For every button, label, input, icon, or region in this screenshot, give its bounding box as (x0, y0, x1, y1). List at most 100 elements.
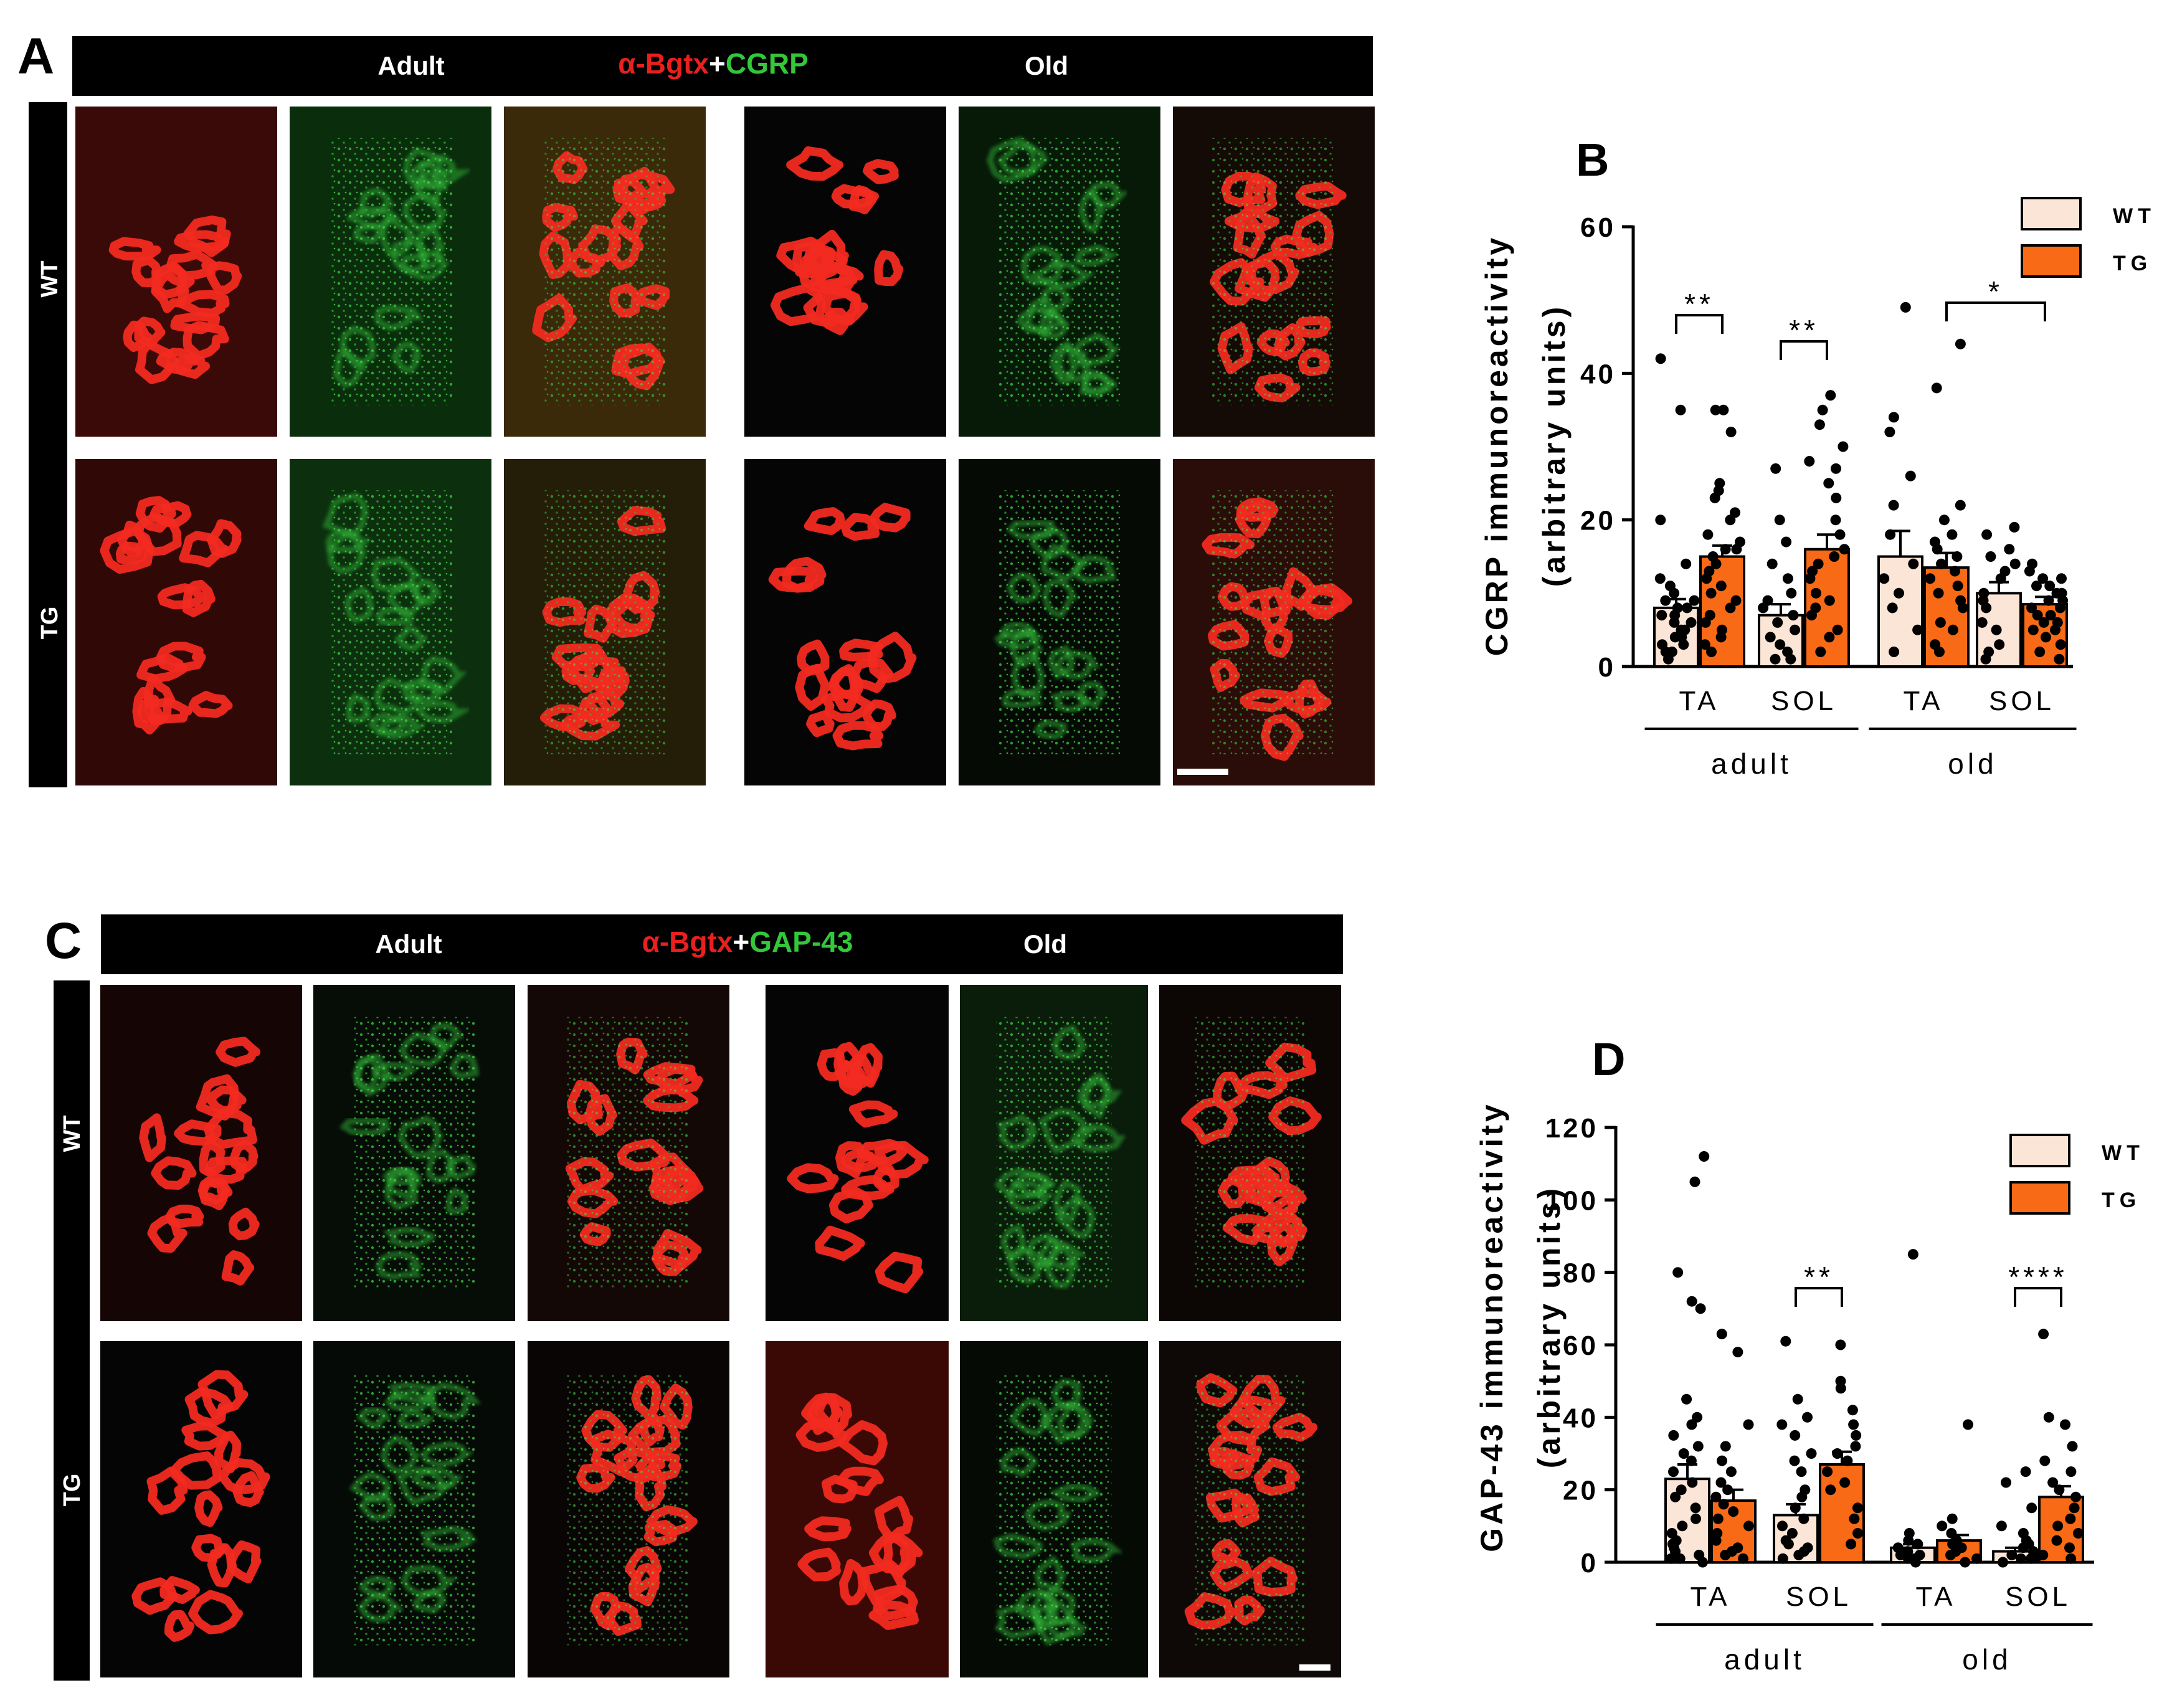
panel-a-title-plus: + (709, 47, 726, 80)
data-point (1712, 1513, 1724, 1524)
data-point (1669, 587, 1680, 599)
panel-c-stain-title: α-Bgtx+GAP-43 (642, 926, 853, 958)
data-point (1695, 1303, 1706, 1314)
data-point (1715, 581, 1727, 592)
panel-c-row-wt: WT (59, 1115, 85, 1152)
y-tick-label: 40 (1580, 359, 1616, 389)
data-point (1686, 1296, 1697, 1307)
data-point (1710, 1535, 1722, 1546)
data-point (1789, 1455, 1800, 1466)
micrograph-a-11 (1169, 455, 1378, 789)
data-point (2038, 617, 2049, 628)
data-point (1765, 632, 1776, 643)
data-point (1817, 404, 1828, 415)
y-tick-label: 20 (1563, 1476, 1598, 1506)
x-tick-label: TA (1691, 1582, 1731, 1612)
micrograph-c-11 (1155, 1337, 1345, 1681)
data-point (1832, 624, 1843, 635)
data-point (1947, 624, 1958, 635)
data-point (1832, 1448, 1843, 1459)
group-label: adult (1724, 1643, 1805, 1676)
micrograph-c-5 (1155, 981, 1345, 1325)
data-point (1888, 500, 1899, 511)
panel-c-letter: C (45, 913, 82, 969)
data-point (2051, 587, 2062, 599)
panel-c-micrographs (97, 981, 1345, 1681)
micrograph-a-2 (500, 103, 709, 440)
data-point (2055, 639, 2066, 650)
data-point (1682, 602, 1692, 614)
data-point (1885, 529, 1896, 540)
data-point (1677, 1521, 1688, 1532)
data-point (1697, 1557, 1708, 1568)
data-point (2051, 1535, 2062, 1546)
data-point (2026, 1502, 2037, 1514)
panel-c: C Adult α-Bgtx+GAP-43 Old WT TG (45, 913, 1345, 1681)
data-point (1715, 1477, 1727, 1488)
panel-c-col-old: Old (1023, 929, 1067, 959)
data-point (1654, 573, 1666, 584)
chart-d-letter: D (1592, 1033, 1625, 1085)
data-point (2060, 1419, 2070, 1430)
data-point (1738, 1553, 1748, 1564)
data-point (2069, 1502, 2080, 1514)
data-point (2064, 1542, 2075, 1554)
group-label: adult (1711, 747, 1792, 780)
data-point (1690, 1502, 1701, 1514)
chart-b: B CGRP immunoreactivity (arbitrary units… (1479, 134, 2151, 780)
data-point (1717, 1455, 1727, 1466)
data-point (1700, 617, 1711, 628)
data-point (2032, 610, 2043, 621)
data-point (1788, 610, 1799, 621)
panel-c-row-bar (54, 980, 90, 1681)
data-point (2024, 566, 2035, 577)
y-tick-label: 20 (1580, 506, 1616, 536)
data-point (2009, 521, 2020, 533)
data-point (1991, 624, 2002, 635)
micrograph-a-4 (955, 103, 1164, 440)
data-point (1976, 617, 1988, 628)
data-point (1981, 602, 1992, 614)
data-point (1678, 639, 1689, 650)
data-point (1655, 353, 1666, 364)
data-point (2015, 1553, 2026, 1564)
data-point (1955, 338, 1966, 349)
data-point (1847, 1405, 1858, 1416)
data-point (1710, 558, 1722, 569)
data-point (1692, 1411, 1703, 1423)
micrograph-a-0 (72, 103, 281, 440)
data-point (1842, 1455, 1853, 1466)
data-point (1938, 515, 1950, 526)
data-point (1681, 558, 1692, 569)
data-point (1772, 617, 1783, 628)
data-point (1823, 478, 1834, 489)
panel-c-title-green: GAP-43 (749, 926, 853, 958)
data-point (1824, 632, 1835, 643)
data-point (1910, 1557, 1921, 1568)
micrograph-a-10 (955, 455, 1164, 789)
data-point (1686, 1419, 1697, 1430)
data-point (2034, 647, 2046, 657)
panel-a-title-red: α-Bgtx (618, 47, 709, 80)
panel-c-scale-bar (1299, 1664, 1330, 1671)
data-point (1790, 624, 1801, 635)
data-point (1806, 610, 1817, 621)
data-point (2043, 1411, 2054, 1423)
data-point (1981, 529, 1993, 540)
panel-a-title-green: CGRP (726, 47, 809, 80)
data-point (1689, 1176, 1700, 1187)
data-point (2027, 624, 2039, 635)
group-label: old (1962, 1643, 2011, 1676)
chart-b-ylabel-line1: CGRP immunoreactivity (1479, 235, 1514, 656)
data-point (1785, 653, 1796, 665)
data-point (1912, 624, 1923, 635)
data-point (1996, 1521, 2007, 1532)
data-point (1662, 653, 1674, 665)
data-point (1947, 1513, 1958, 1524)
x-tick-label: SOL (1771, 686, 1837, 716)
panel-a-stain-title: α-Bgtx+CGRP (618, 47, 809, 80)
data-point (1955, 500, 1966, 511)
data-point (1994, 639, 2005, 650)
data-point (2031, 581, 2042, 592)
data-point (2026, 1553, 2037, 1564)
